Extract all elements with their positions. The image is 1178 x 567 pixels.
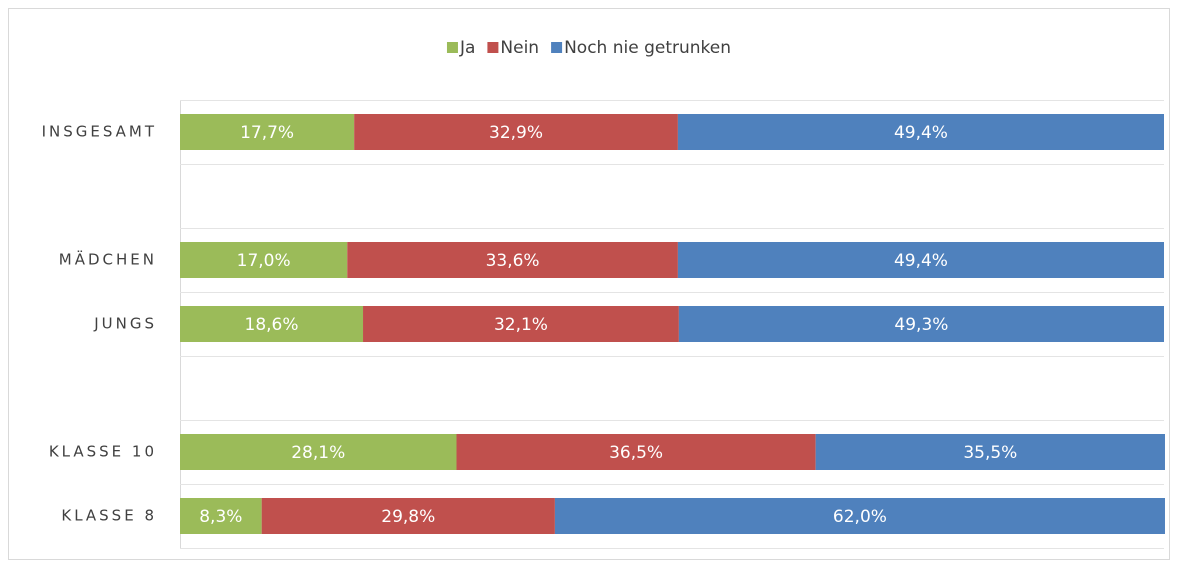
- value-label: 36,5%: [609, 443, 663, 463]
- legend-swatch: [446, 42, 458, 53]
- value-label: 32,9%: [489, 123, 543, 143]
- value-label: 17,7%: [240, 123, 294, 143]
- value-label: 49,3%: [894, 315, 948, 335]
- value-label: 32,1%: [494, 315, 548, 335]
- value-label: 35,5%: [963, 443, 1017, 463]
- value-label: 62,0%: [833, 507, 887, 527]
- value-label: 33,6%: [486, 251, 540, 271]
- value-label: 8,3%: [199, 507, 242, 527]
- chart-border: [8, 8, 1170, 560]
- bar-segment: [815, 434, 1165, 470]
- category-label: INSGESAMT: [42, 123, 157, 141]
- bar-segment: [363, 306, 679, 342]
- bar-segment: [261, 498, 555, 534]
- category-label: JUNGS: [93, 315, 157, 333]
- bar-segment: [677, 114, 1164, 150]
- legend-label: Ja: [459, 38, 475, 58]
- bar-segment: [347, 242, 678, 278]
- bar-segment: [677, 242, 1164, 278]
- bar-segment: [678, 306, 1164, 342]
- value-label: 28,1%: [291, 443, 345, 463]
- value-label: 49,4%: [894, 123, 948, 143]
- value-label: 29,8%: [381, 507, 435, 527]
- bar-segment: [180, 498, 262, 534]
- category-label: MÄDCHEN: [59, 250, 157, 269]
- bar-segment: [180, 434, 457, 470]
- bar-segment: [456, 434, 816, 470]
- legend-swatch: [487, 42, 499, 53]
- value-label: 49,4%: [894, 251, 948, 271]
- bar-segment: [180, 306, 364, 342]
- category-label: KLASSE 10: [49, 443, 157, 461]
- legend-label: Noch nie getrunken: [564, 38, 731, 58]
- bar-segment: [180, 114, 355, 150]
- bar-segment: [180, 242, 348, 278]
- legend-label: Nein: [500, 38, 539, 58]
- category-label: KLASSE 8: [61, 507, 157, 525]
- legend-swatch: [551, 42, 563, 53]
- value-label: 17,0%: [237, 251, 291, 271]
- value-label: 18,6%: [245, 315, 299, 335]
- bar-segment: [354, 114, 678, 150]
- bar-segment: [554, 498, 1165, 534]
